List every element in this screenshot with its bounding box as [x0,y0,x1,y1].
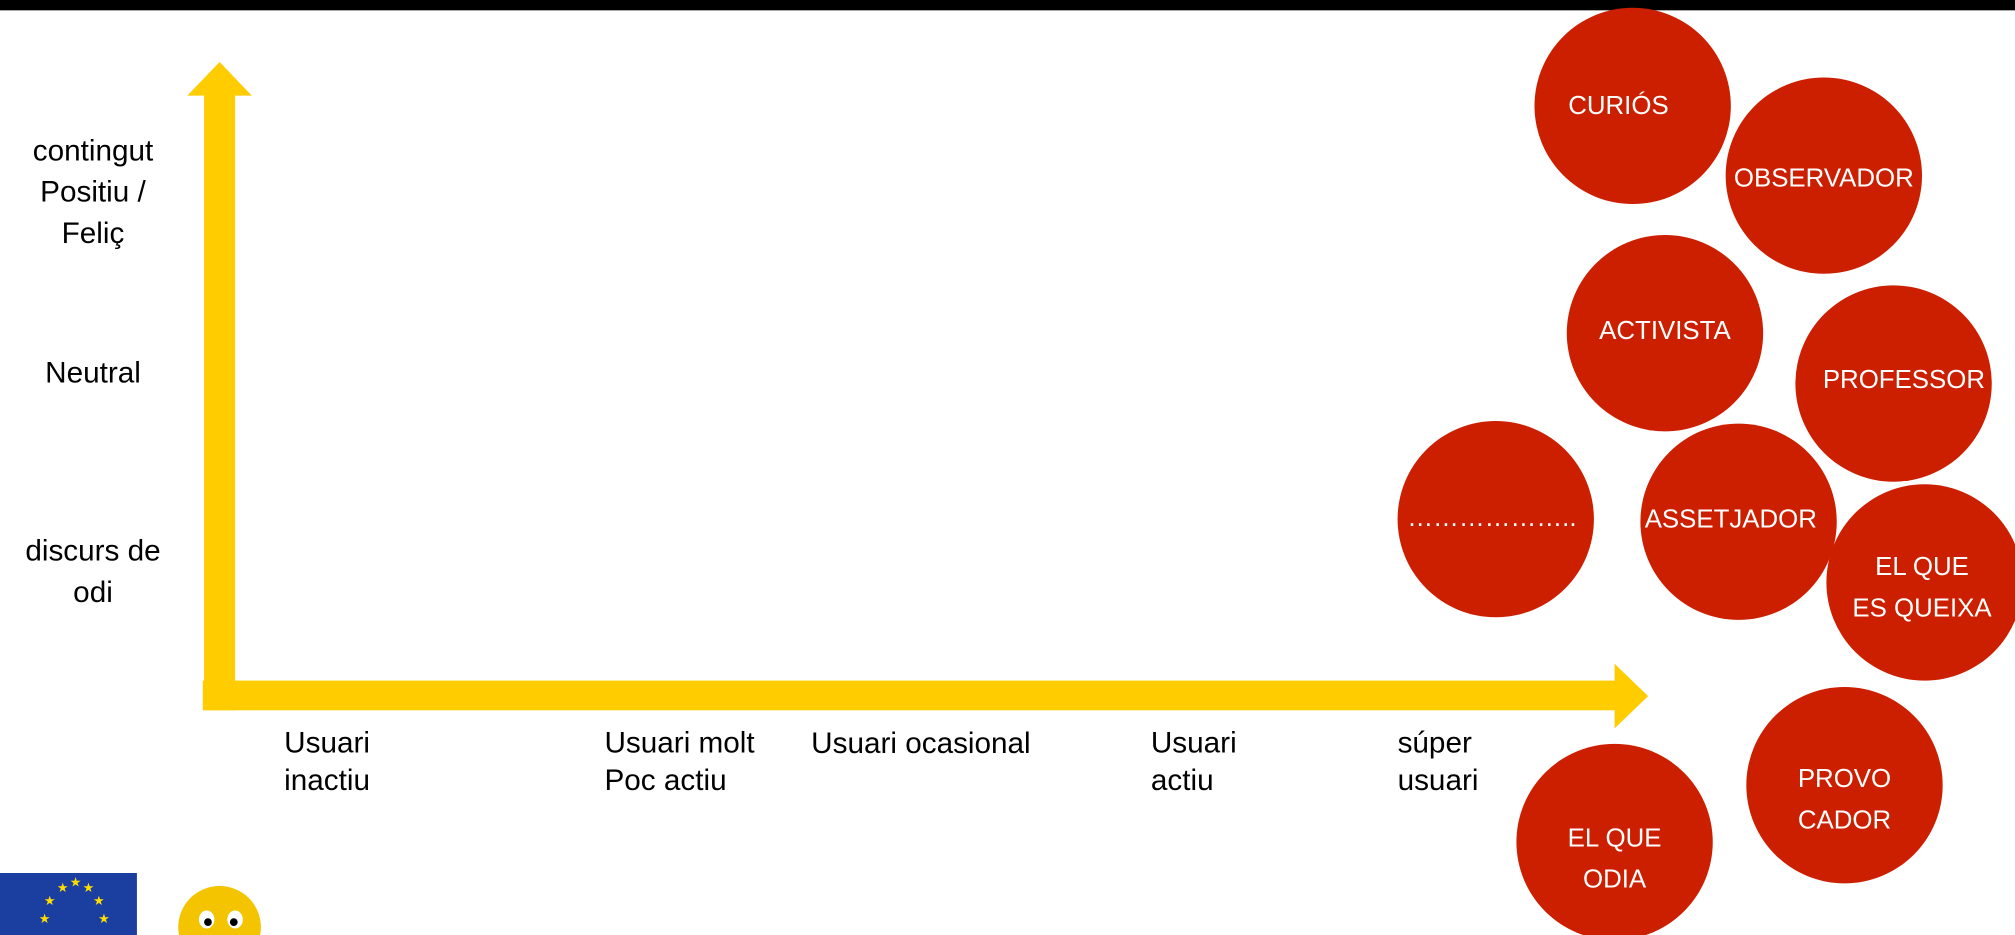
y-axis-arrow-shaft [204,92,236,711]
x-axis-label-line: Usuari ocasional [811,727,1030,760]
role-circle [1566,235,1764,432]
role-circle [1826,484,2015,681]
x-axis-arrow-shaft [202,680,1619,711]
role-label: EL QUE ES QUEIXA [1852,553,1992,622]
role-label: OBSERVADOR [1734,164,1914,192]
y-axis-label: discurs de odi [25,535,160,609]
svg-text:★: ★ [39,911,51,926]
pupil [204,918,212,926]
x-axis-label: Usuari ocasional [811,727,1030,760]
pupil [229,918,238,926]
x-axis-label-line: Usuari [1151,726,1237,759]
eu-flag [0,873,137,935]
x-axis-label: súper usuari [1398,726,1479,796]
top-bar [0,0,2015,11]
y-axis-label-line: Feliç [62,217,125,250]
role-label: ……………….. [1407,504,1576,532]
svg-text:★: ★ [70,875,82,890]
y-axis-label: Neutral [45,356,141,389]
y-axis-label-line: discurs de [25,535,160,568]
role-label: CURIÓS [1568,91,1668,120]
role-label-line: PROVO [1798,765,1891,793]
y-axis-label-line: Neutral [45,356,141,389]
x-axis-label: Usuari actiu [1151,726,1237,796]
role-circle [1795,285,1992,482]
x-axis-label-line: Usuari [284,726,370,759]
words-logo [178,885,261,935]
x-axis-label-line: inactiu [284,764,370,797]
y-axis-label-line: Positiu / [40,176,146,209]
role-label: EL QUE ODIA [1568,824,1662,893]
y-axis-label-line: contingut [33,134,154,167]
y-axis-label-line: odi [73,576,113,609]
role-label-line: PROFESSOR [1823,366,1985,394]
role-label-line: ……………….. [1407,504,1576,532]
x-axis-arrow-head [1614,663,1649,729]
role-label: PROFESSOR [1823,366,1985,394]
role-circle [1640,423,1837,620]
role-label-line: CADOR [1798,806,1891,834]
eu-logo: ★ ★ ★ ★ ★ ★ ★ [0,873,137,935]
role-label: PROVO CADOR [1798,765,1891,834]
role-label-line: ASSETJADOR [1645,505,1817,533]
y-axis-label: contingut Positiu / Feliç [33,134,154,250]
role-label: ASSETJADOR [1645,505,1817,533]
role-label-line: OBSERVADOR [1734,164,1914,192]
x-axis-label: Usuari molt Poc actiu [605,726,756,796]
role-circle [1725,77,1922,274]
role-label-line: ACTIVISTA [1599,317,1731,345]
role-circle [1397,421,1594,618]
x-axis-label: Usuari inactiu [284,726,370,796]
role-label-line: ES QUEIXA [1852,594,1992,622]
x-axis-label-line: Usuari molt [605,726,756,759]
role-circle [1516,743,1713,935]
x-axis-label-line: Poc actiu [605,764,727,797]
x-axis-label-line: usuari [1398,764,1479,797]
role-label-line: ODIA [1583,866,1647,894]
smiley [178,885,261,935]
role-circle [1534,7,1731,205]
role-label-line: EL QUE [1568,824,1662,852]
role-label-line: EL QUE [1875,553,1969,581]
role-label: ACTIVISTA [1599,317,1731,345]
role-label-line: CURIÓS [1568,91,1668,120]
x-axis-label-line: súper [1398,726,1472,759]
svg-text:★: ★ [57,880,69,895]
svg-text:★: ★ [44,893,56,908]
svg-text:★: ★ [98,911,110,926]
x-axis-label-line: actiu [1151,764,1214,797]
svg-text:★: ★ [83,880,95,895]
svg-text:★: ★ [93,893,105,908]
y-axis-arrow-head [187,61,252,96]
role-circle [1746,687,1943,884]
